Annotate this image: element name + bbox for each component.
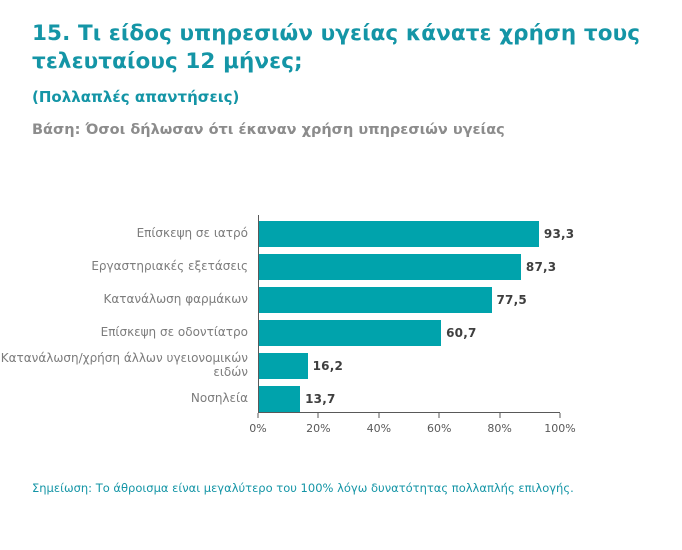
bar-zone: 93,3	[259, 221, 574, 247]
bar-chart: Επίσκεψη σε ιατρό 93,3 Εργαστηριακές εξετά…	[0, 215, 682, 436]
x-tick-label: 20%	[306, 422, 331, 435]
category-label: Κατανάλωση/χρήση άλλων υγειονομικών ειδώ…	[0, 351, 248, 379]
chart-row: Κατανάλωση φαρμάκων 77,5	[0, 287, 682, 313]
x-axis-tick	[499, 413, 501, 418]
bar-zone: 16,2	[259, 353, 343, 379]
x-axis-tick	[257, 413, 259, 418]
value-label: 87,3	[525, 260, 557, 274]
value-label: 13,7	[305, 392, 336, 406]
x-tick-label: 0%	[249, 422, 267, 435]
bar-zone: 77,5	[259, 287, 527, 313]
chart-row: Επίσκεψη σε οδοντίατρο 60,7	[0, 320, 682, 346]
x-tick-label: 60%	[426, 422, 452, 435]
category-label: Επίσκεψη σε ιατρό	[136, 226, 248, 241]
category-label: Κατανάλωση φαρμάκων	[103, 292, 248, 307]
category-label: Νοσηλεία	[190, 391, 248, 406]
bar-zone: 60,7	[259, 320, 477, 346]
chart-rows: Επίσκεψη σε ιατρό 93,3 Εργαστηριακές εξετά…	[0, 215, 682, 412]
bar	[259, 254, 521, 280]
x-axis-tick	[438, 413, 440, 418]
x-axis-labels: 0% 20% 40% 60% 80% 100%	[249, 422, 575, 436]
bar	[259, 386, 301, 412]
bar-zone: 13,7	[259, 386, 336, 412]
x-tick-label: 40%	[366, 422, 392, 435]
value-label: 16,2	[312, 359, 344, 373]
x-axis-tick	[559, 413, 561, 418]
category-label: Εργαστηριακές εξετάσεις	[91, 259, 248, 274]
chart-row: Εργαστηριακές εξετάσεις 87,3	[0, 254, 682, 280]
x-axis-tick	[378, 413, 380, 418]
category-label: Επίσκεψη σε οδοντίατρο	[100, 325, 248, 340]
bar	[259, 287, 492, 313]
footnote: Σημείωση: Το άθροισμα είναι μεγαλύτερο τ…	[32, 481, 574, 495]
value-label: 77,5	[496, 293, 527, 307]
x-axis-line	[257, 412, 561, 418]
value-label: 60,7	[446, 326, 477, 340]
x-axis-tick	[317, 413, 319, 418]
chart-row: Επίσκεψη σε ιατρό 93,3	[0, 221, 682, 247]
header: 15. Τι είδος υπηρεσιών υγείας κάνατε χρή…	[32, 20, 664, 138]
y-axis-line	[258, 215, 259, 412]
value-label: 93,3	[543, 227, 575, 241]
bar	[259, 320, 442, 346]
chart-row: Κατανάλωση/χρήση άλλων υγειονομικών ειδώ…	[0, 351, 682, 379]
chart-row: Νοσηλεία 13,7	[0, 386, 682, 412]
bar	[259, 353, 308, 379]
base-note: Βάση: Όσοι δήλωσαν ότι έκαναν χρήση υπηρ…	[32, 122, 505, 139]
bar	[259, 221, 539, 247]
x-tick-label: 80%	[487, 422, 512, 435]
page-title: 15. Τι είδος υπηρεσιών υγείας κάνατε χρή…	[32, 21, 641, 74]
x-tick-label: 100%	[544, 422, 576, 435]
bar-zone: 87,3	[259, 254, 556, 280]
multiple-answers-note: (Πολλαπλές απαντήσεις)	[32, 88, 240, 107]
